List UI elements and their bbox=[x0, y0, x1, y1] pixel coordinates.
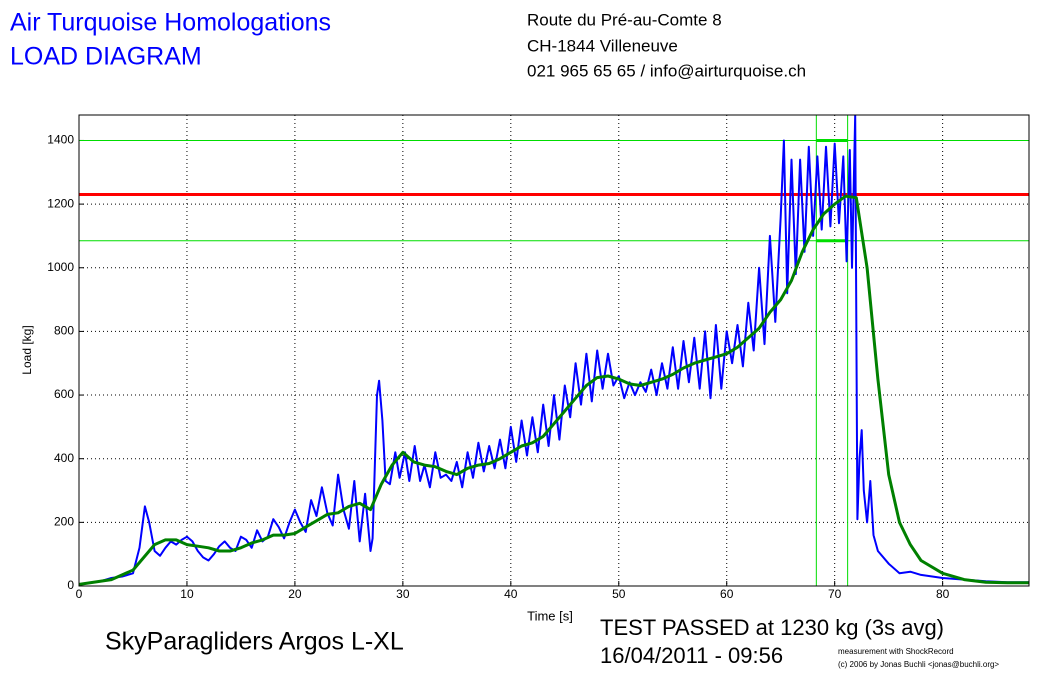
x-tick-label: 80 bbox=[936, 587, 950, 601]
address-line: Route du Pré-au-Comte 8 bbox=[527, 10, 722, 29]
y-tick-label: 1200 bbox=[47, 196, 74, 210]
y-tick-label: 1400 bbox=[47, 133, 74, 147]
credit: (c) 2006 by Jonas Buchli <jonas@buchli.o… bbox=[838, 660, 999, 669]
chart-subtitle: LOAD DIAGRAM bbox=[10, 43, 202, 71]
test-date: 16/04/2011 - 09:56 bbox=[600, 643, 783, 668]
y-tick-label: 600 bbox=[54, 387, 74, 401]
y-tick-label: 800 bbox=[54, 324, 74, 338]
x-tick-label: 70 bbox=[828, 587, 842, 601]
x-tick-label: 10 bbox=[180, 587, 194, 601]
load-line bbox=[79, 115, 1029, 586]
chart-title: Air Turquoise Homologations bbox=[10, 9, 331, 37]
x-tick-label: 60 bbox=[720, 587, 734, 601]
y-axis-label: Load [kg] bbox=[20, 325, 34, 374]
x-tick-label: 20 bbox=[288, 587, 302, 601]
credit: measurement with ShockRecord bbox=[838, 647, 954, 656]
x-tick-label: 0 bbox=[76, 587, 83, 601]
y-tick-label: 0 bbox=[67, 578, 74, 592]
load-line bbox=[79, 194, 1029, 586]
x-tick-label: 50 bbox=[612, 587, 626, 601]
address-line: 021 965 65 65 / info@airturquoise.ch bbox=[527, 61, 806, 80]
x-tick-label: 40 bbox=[504, 587, 518, 601]
plot-frame bbox=[78, 114, 1030, 587]
test-result: TEST PASSED at 1230 kg (3s avg) bbox=[600, 615, 944, 640]
address-line: CH-1844 Villeneuve bbox=[527, 36, 678, 55]
y-tick-label: 400 bbox=[54, 451, 74, 465]
x-axis-label: Time [s] bbox=[527, 608, 573, 623]
plot-area bbox=[79, 115, 1029, 586]
y-tick-label: 200 bbox=[54, 515, 74, 529]
x-tick-label: 30 bbox=[396, 587, 410, 601]
glider-name: SkyParagliders Argos L-XL bbox=[105, 628, 404, 656]
y-tick-label: 1000 bbox=[47, 260, 74, 274]
